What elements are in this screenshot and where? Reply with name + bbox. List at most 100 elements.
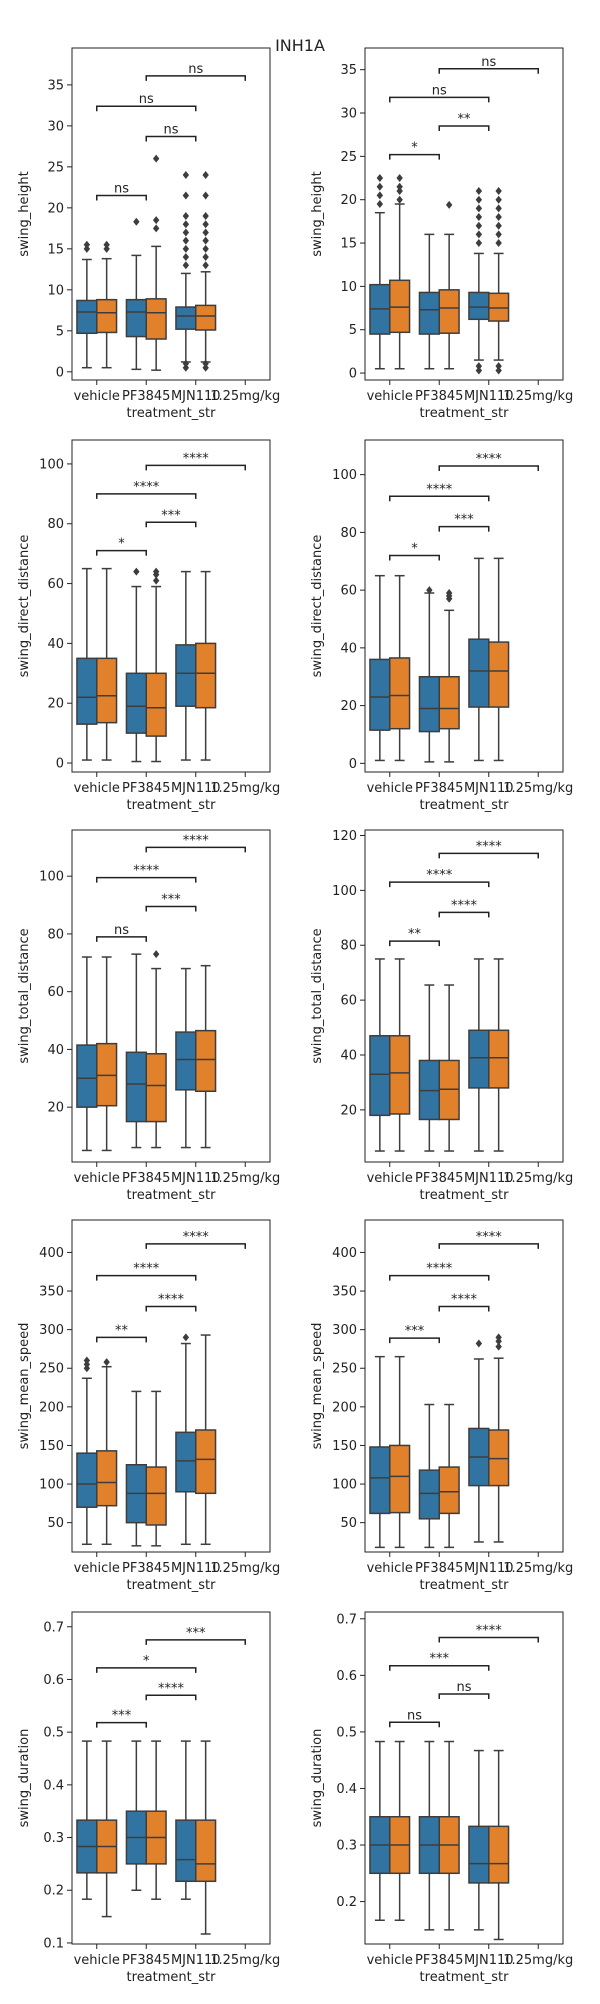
outlier-point (182, 244, 190, 253)
x-tick-label: MJN110 (171, 781, 221, 796)
y-tick-label: 80 (47, 927, 64, 942)
y-tick-label: 0 (56, 757, 64, 772)
y-tick-label: 0 (349, 367, 357, 382)
y-tick-label: 300 (39, 1323, 64, 1338)
outlier-point (495, 221, 502, 230)
outlier-point (475, 204, 483, 213)
y-tick-label: 120 (332, 829, 357, 844)
significance-label: **** (183, 833, 210, 848)
box (125, 672, 147, 734)
significance-bracket (438, 1243, 539, 1249)
significance-label: **** (476, 1623, 503, 1638)
box (369, 1446, 391, 1515)
box (389, 1035, 411, 1115)
axes-frame (71, 829, 271, 1163)
x-axis-label: treatment_str (420, 1578, 510, 1593)
box (438, 289, 460, 334)
box (175, 1819, 197, 1883)
x-axis-label: treatment_str (420, 1188, 510, 1203)
significance-bracket (96, 549, 147, 556)
significance-bracket (145, 464, 246, 471)
box (175, 644, 197, 707)
y-tick-label: 150 (332, 1439, 357, 1454)
outlier-point (133, 567, 140, 576)
y-tick-label: 0.1 (43, 1936, 64, 1951)
y-axis-label: swing_total_distance (310, 928, 325, 1063)
y-tick-label: 20 (47, 201, 64, 216)
significance-bracket (145, 1243, 246, 1249)
significance-bracket (145, 905, 197, 912)
y-tick-label: 40 (47, 1043, 64, 1058)
outlier-point (376, 182, 384, 191)
significance-label: **** (133, 864, 160, 879)
significance-bracket (389, 153, 440, 160)
significance-bracket (145, 1639, 246, 1645)
outlier-point (182, 261, 190, 270)
significance-label: ns (481, 55, 496, 70)
outlier-point (152, 950, 160, 959)
significance-label: ** (458, 112, 472, 127)
outlier-point (182, 363, 190, 372)
y-tick-label: 60 (340, 584, 357, 599)
y-axis-label: swing_height (310, 171, 325, 256)
y-tick-label: 100 (332, 884, 357, 899)
significance-label: *** (430, 1652, 450, 1667)
significance-label: * (411, 541, 418, 556)
outlier-point (182, 253, 190, 262)
y-tick-label: 0.5 (43, 1726, 64, 1741)
axes-frame (364, 439, 564, 773)
outlier-point (202, 212, 209, 221)
significance-bracket (145, 521, 197, 528)
y-tick-label: 25 (340, 150, 357, 165)
x-tick-label: 1.25mg/kg (503, 1171, 573, 1186)
outlier-point (426, 586, 433, 595)
significance-label: *** (454, 513, 474, 528)
significance-bracket (96, 1667, 197, 1673)
box (195, 642, 217, 709)
x-tick-label: 1.25mg/kg (210, 781, 280, 796)
significance-label: *** (161, 508, 181, 523)
y-tick-label: 0.5 (336, 1725, 357, 1740)
significance-bracket (96, 936, 147, 942)
box (418, 1469, 441, 1520)
outlier-point (495, 239, 502, 248)
axes-frame (71, 47, 271, 381)
x-tick-label: 1.25mg/kg (503, 1953, 573, 1968)
significance-bracket (389, 96, 490, 103)
outlier-point (495, 1342, 502, 1351)
y-tick-label: 80 (340, 526, 357, 541)
box (488, 1825, 510, 1884)
y-tick-label: 150 (39, 1439, 64, 1454)
outlier-point (202, 244, 209, 253)
box (125, 298, 147, 338)
y-tick-label: 40 (47, 637, 64, 652)
chart-panel: 20 40 60 80 100 120 vehicle PF3845 MJN1101.25mg/… (310, 829, 573, 1203)
y-tick-label: 100 (332, 1478, 357, 1493)
significance-bracket (438, 1305, 490, 1312)
y-axis-label: swing_mean_speed (310, 1323, 325, 1450)
significance-label: **** (183, 451, 210, 466)
box (389, 1444, 411, 1514)
y-axis-label: swing_total_distance (17, 928, 32, 1063)
x-tick-label: MJN110 (464, 1561, 514, 1576)
significance-bracket (96, 105, 197, 112)
x-axis-label: treatment_str (127, 406, 217, 421)
outlier-point (103, 1358, 110, 1367)
outlier-point (396, 187, 403, 196)
significance-label: * (118, 537, 125, 552)
significance-label: **** (158, 1292, 185, 1307)
box (175, 1431, 197, 1493)
outlier-point (475, 213, 483, 222)
y-tick-label: 80 (340, 939, 357, 954)
x-tick-label: PF3845 (415, 1171, 463, 1186)
box (96, 298, 118, 334)
significance-label: * (143, 1654, 150, 1669)
axes-frame (364, 1611, 564, 1945)
outlier-point (495, 366, 502, 375)
outlier-point (376, 174, 384, 183)
x-tick-label: MJN110 (464, 781, 514, 796)
box (389, 657, 411, 730)
x-tick-label: vehicle (74, 1953, 120, 1968)
box (96, 657, 118, 724)
